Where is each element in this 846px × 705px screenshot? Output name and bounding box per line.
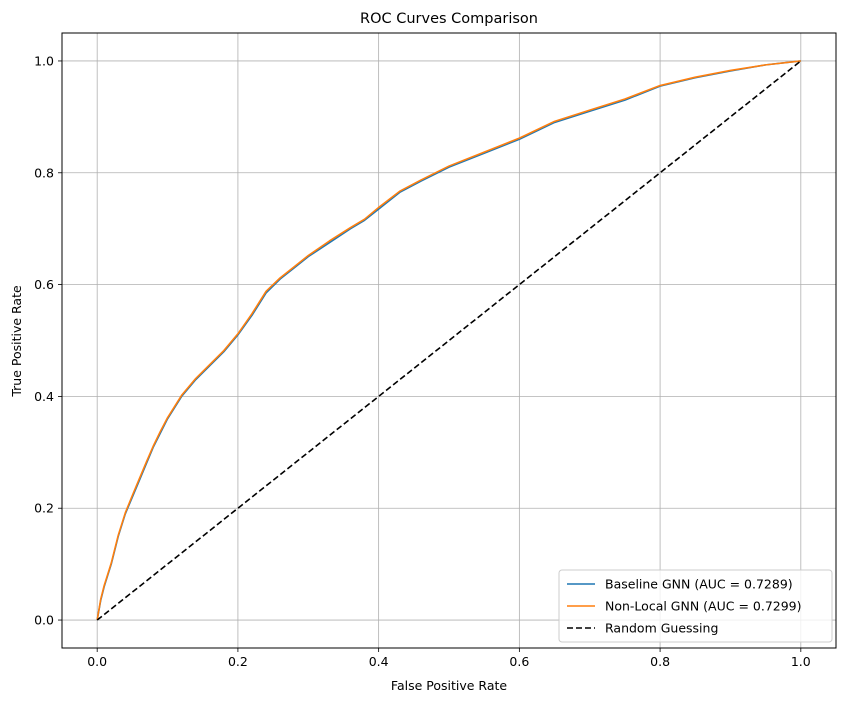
series-layer bbox=[96, 60, 802, 621]
x-axis-label: False Positive Rate bbox=[391, 678, 507, 693]
legend-label: Baseline GNN (AUC = 0.7289) bbox=[605, 577, 793, 592]
x-axis-ticks: 0.0 0.2 0.4 0.6 0.8 1.0 bbox=[87, 648, 811, 669]
y-tick-label: 1.0 bbox=[34, 53, 54, 68]
y-tick-label: 0.6 bbox=[34, 277, 54, 292]
x-tick-label: 0.8 bbox=[650, 654, 670, 669]
y-tick-label: 0.2 bbox=[34, 501, 54, 516]
x-tick-label: 0.4 bbox=[369, 654, 389, 669]
series-line-0 bbox=[96, 60, 801, 621]
y-tick-label: 0.0 bbox=[34, 613, 54, 628]
legend-box bbox=[558, 569, 833, 643]
y-axis-label: True Positive Rate bbox=[9, 285, 24, 398]
grid-lines bbox=[62, 33, 836, 648]
series-line-1 bbox=[96, 60, 801, 621]
x-tick-label: 0.0 bbox=[87, 654, 107, 669]
series-line-2 bbox=[96, 60, 802, 621]
y-axis-ticks: 0.0 0.2 0.4 0.6 0.8 1.0 bbox=[34, 53, 62, 628]
x-tick-label: 0.2 bbox=[228, 654, 248, 669]
x-tick-label: 0.6 bbox=[509, 654, 529, 669]
legend-label: Random Guessing bbox=[605, 621, 718, 636]
legend: Baseline GNN (AUC = 0.7289) Non-Local GNN… bbox=[558, 569, 833, 643]
x-tick-label: 1.0 bbox=[791, 654, 811, 669]
y-tick-label: 0.4 bbox=[34, 389, 54, 404]
chart-title: ROC Curves Comparison bbox=[360, 11, 538, 27]
legend-label: Non-Local GNN (AUC = 0.7299) bbox=[605, 599, 802, 614]
plot-frame bbox=[61, 32, 837, 649]
y-tick-label: 0.8 bbox=[34, 165, 54, 180]
